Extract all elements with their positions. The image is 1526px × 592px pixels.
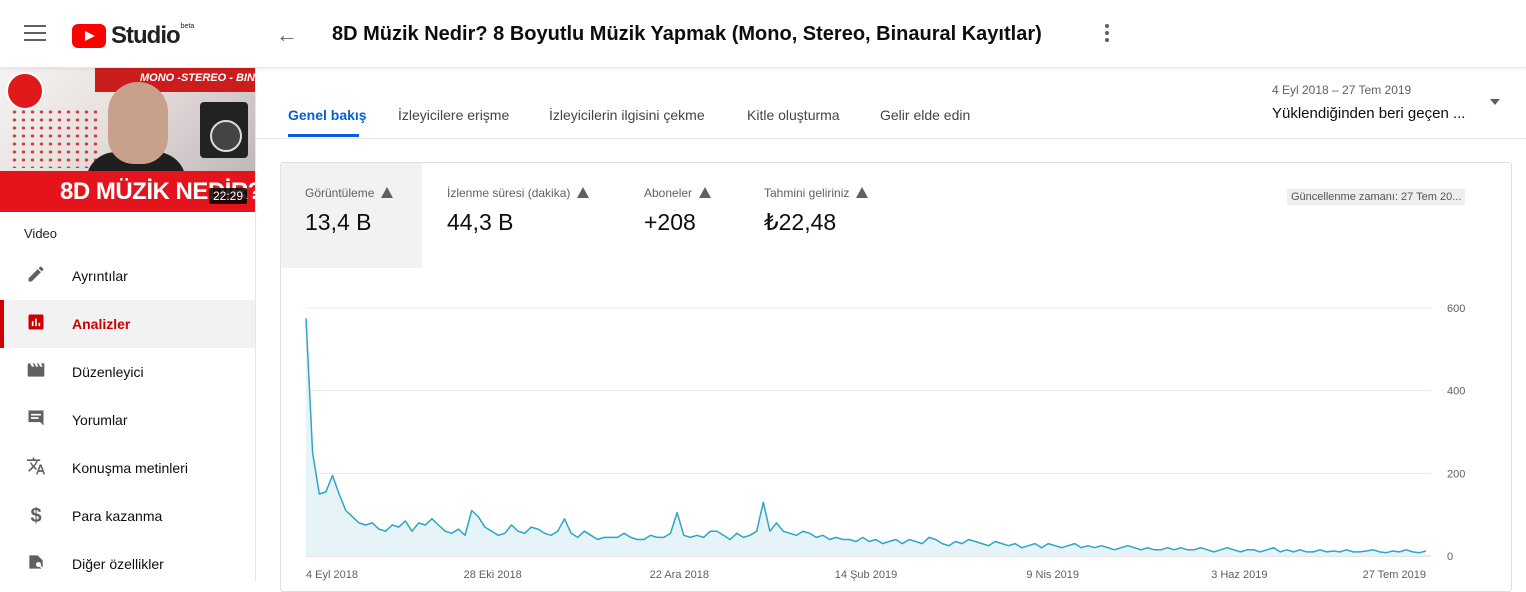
- clapperboard-icon: [24, 360, 48, 384]
- more-features-icon: [24, 552, 48, 576]
- dollar-icon: $: [30, 505, 42, 527]
- sidebar-item-label: Analizler: [72, 316, 131, 332]
- pencil-icon: [24, 264, 48, 288]
- metric-label: Tahmini geliriniz: [764, 186, 850, 200]
- tab-engagement[interactable]: İzleyicilerin ilgisini çekme: [549, 107, 705, 123]
- video-duration: 22:29: [208, 188, 247, 204]
- metric-value: ₺22,48: [764, 209, 837, 235]
- sidebar-item-editor[interactable]: Düzenleyici: [0, 348, 255, 396]
- x-tick-label: 14 Şub 2019: [835, 569, 897, 581]
- channel-badge: [6, 72, 44, 110]
- more-options-icon[interactable]: [1100, 24, 1114, 44]
- analytics-tabs: Genel bakış İzleyicilere erişme İzleyici…: [256, 68, 1526, 139]
- menu-icon[interactable]: [24, 25, 46, 43]
- active-tab-indicator: [288, 134, 359, 137]
- x-tick-label: 27 Tem 2019: [1363, 569, 1426, 581]
- metric-revenue[interactable]: Tahmini geliriniz ₺22,48: [741, 163, 901, 268]
- speaker-image: [200, 102, 248, 158]
- y-tick-label: 600: [1447, 303, 1465, 315]
- x-tick-label: 3 Haz 2019: [1211, 569, 1267, 581]
- y-tick-label: 0: [1447, 551, 1453, 563]
- warning-icon: [381, 187, 394, 198]
- sidebar-item-label: Ayrıntılar: [72, 268, 128, 284]
- warning-icon: [699, 187, 712, 198]
- x-tick-label: 28 Eki 2018: [464, 569, 522, 581]
- presenter-image: [108, 82, 168, 164]
- beta-badge: beta: [180, 22, 195, 30]
- x-tick-label: 22 Ara 2018: [650, 569, 709, 581]
- tab-overview[interactable]: Genel bakış: [288, 107, 367, 123]
- sidebar-item-label: Yorumlar: [72, 412, 128, 428]
- metric-value: 44,3 B: [447, 209, 514, 235]
- analytics-icon: [24, 312, 48, 336]
- tab-revenue[interactable]: Gelir elde edin: [880, 107, 971, 123]
- overview-card: Görüntüleme 13,4 B İzlenme süresi (dakik…: [280, 162, 1512, 592]
- date-range-dropdown[interactable]: Yüklendiğinden beri geçen ...: [1272, 105, 1466, 122]
- metric-value: 13,4 B: [305, 209, 372, 235]
- metric-value: +208: [644, 209, 696, 235]
- warning-icon: [577, 187, 590, 198]
- metric-label: İzlenme süresi (dakika): [447, 186, 571, 200]
- sidebar-item-label: Diğer özellikler: [72, 556, 164, 572]
- sidebar: MONO -STEREO - BINAURAL 8D MÜZİK NEDİR? …: [0, 68, 256, 582]
- y-tick-label: 200: [1447, 468, 1465, 480]
- sidebar-item-analytics[interactable]: Analizler: [0, 300, 255, 348]
- thumbnail-top-strip-text: MONO -STEREO - BINAURAL: [140, 72, 255, 84]
- youtube-play-icon: [72, 24, 106, 48]
- comment-icon: [24, 408, 48, 432]
- video-title: 8D Müzik Nedir? 8 Boyutlu Müzik Yapmak (…: [332, 23, 1042, 45]
- series-line: [305, 318, 1427, 554]
- metric-label: Görüntüleme: [305, 186, 375, 200]
- top-app-bar: Studio beta ← 8D Müzik Nedir? 8 Boyutlu …: [0, 0, 1526, 68]
- sidebar-nav: Ayrıntılar Analizler Düzenleyici Yorumla…: [0, 252, 255, 588]
- dropdown-arrow-icon[interactable]: [1490, 99, 1500, 105]
- sidebar-item-monetization[interactable]: $ Para kazanma: [0, 492, 255, 540]
- sidebar-section-label: Video: [24, 226, 58, 241]
- translate-icon: [24, 456, 48, 480]
- date-range-text: 4 Eyl 2018 – 27 Tem 2019: [1272, 83, 1412, 97]
- sidebar-item-label: Para kazanma: [72, 508, 163, 524]
- studio-logo[interactable]: Studio beta: [72, 22, 194, 50]
- sidebar-item-label: Konuşma metinleri: [72, 460, 188, 476]
- sidebar-item-comments[interactable]: Yorumlar: [0, 396, 255, 444]
- tab-audience[interactable]: Kitle oluşturma: [747, 107, 840, 123]
- metric-label: Aboneler: [644, 186, 693, 200]
- logo-text: Studio: [111, 22, 181, 49]
- warning-icon: [856, 187, 869, 198]
- video-thumbnail[interactable]: MONO -STEREO - BINAURAL 8D MÜZİK NEDİR? …: [0, 68, 255, 212]
- tab-reach[interactable]: İzleyicilere erişme: [398, 107, 510, 123]
- last-updated-badge: Güncellenme zamanı: 27 Tem 20...: [1287, 189, 1466, 205]
- sidebar-item-label: Düzenleyici: [72, 364, 144, 380]
- sidebar-item-transcriptions[interactable]: Konuşma metinleri: [0, 444, 255, 492]
- metric-watch-time[interactable]: İzlenme süresi (dakika) 44,3 B: [423, 163, 613, 268]
- sidebar-item-other-features[interactable]: Diğer özellikler: [0, 540, 255, 588]
- metric-views[interactable]: Görüntüleme 13,4 B: [281, 163, 422, 268]
- y-tick-label: 400: [1447, 386, 1465, 398]
- sidebar-item-details[interactable]: Ayrıntılar: [0, 252, 255, 300]
- views-chart: 0 200 400 600 4 Eyl 2018 28 Eki 2018 22 Ara 20…: [305, 303, 1465, 581]
- metric-subscribers[interactable]: Aboneler +208: [621, 163, 741, 268]
- series-area: [306, 318, 1426, 556]
- x-tick-label: 9 Nis 2019: [1026, 569, 1079, 581]
- x-tick-label: 4 Eyl 2018: [306, 569, 358, 581]
- back-arrow-icon[interactable]: ←: [276, 22, 298, 47]
